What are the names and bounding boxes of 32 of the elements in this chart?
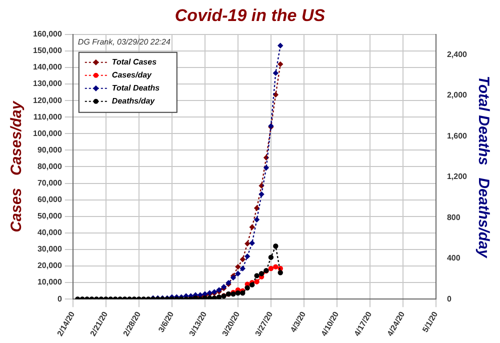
y-tick-label: 10,000 <box>37 278 62 287</box>
legend-label: Deaths/day <box>112 96 156 106</box>
y2-tick-label: 2,000 <box>446 90 468 100</box>
y2-tick-label: 0 <box>446 294 452 304</box>
y-tick-label: 110,000 <box>33 112 62 122</box>
y2-tick-label: 2,400 <box>446 50 468 59</box>
y-tick-label: 80,000 <box>37 162 62 171</box>
y-tick-label: 90,000 <box>37 145 62 154</box>
legend-label: Total Cases <box>112 58 158 67</box>
y-axis-title: Cases Cases/day <box>8 100 26 232</box>
y-tick-label: 0 <box>57 294 62 304</box>
y-tick-label: 150,000 <box>32 46 62 56</box>
y-tick-label: 140,000 <box>32 62 62 72</box>
y-tick-label: 60,000 <box>37 195 62 204</box>
y2-tick-label: 400 <box>446 254 461 263</box>
y-tick-label: 120,000 <box>32 96 62 105</box>
y2-axis-title: Total Deaths Deaths/day <box>474 76 492 258</box>
y-tick-label: 130,000 <box>32 79 62 88</box>
legend-label: Cases/day <box>112 70 152 80</box>
y-tick-label: 100,000 <box>32 128 62 138</box>
y-tick-label: 160,000 <box>32 30 62 39</box>
y-tick-label: 40,000 <box>37 228 62 238</box>
y-tick-label: 70,000 <box>37 178 62 188</box>
y2-tick-label: 1,200 <box>446 172 468 182</box>
chart-title: Covid-19 in the US <box>174 6 326 25</box>
y-tick-label: 50,000 <box>37 212 62 221</box>
y2-tick-label: 800 <box>446 212 461 222</box>
annotation: DG Frank, 03/29/20 22:24 <box>78 38 171 47</box>
y-tick-label: 30,000 <box>37 244 62 254</box>
legend-label: Total Deaths <box>112 84 160 93</box>
y-tick-label: 20,000 <box>37 261 62 270</box>
y2-tick-label: 1,600 <box>446 131 468 140</box>
